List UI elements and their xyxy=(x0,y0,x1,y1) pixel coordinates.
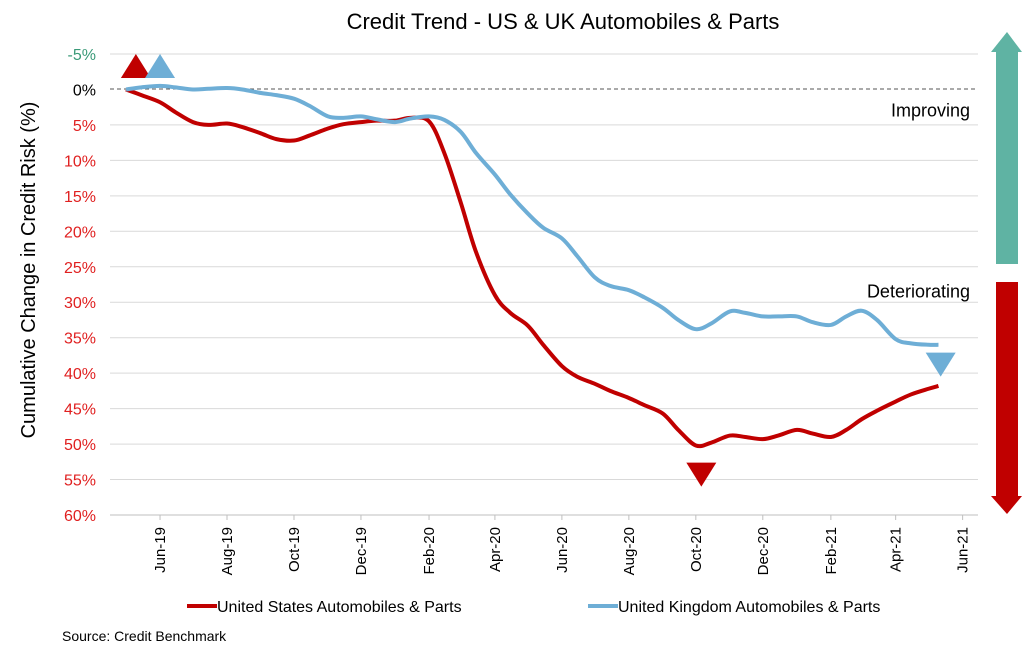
x-axis: Jun-19 Aug-19 Oct-19 Dec-19 Feb-20 Apr-20 Jun-… xyxy=(110,514,978,575)
improving-arrow-head xyxy=(991,32,1022,52)
y-axis-label: Cumulative Change in Credit Risk (%) xyxy=(18,102,40,439)
chart-title: Credit Trend - US & UK Automobiles & Par… xyxy=(347,9,780,34)
x-tick-label: Oct-19 xyxy=(286,527,303,572)
annotations: Improving Deteriorating xyxy=(867,101,970,302)
uk-start-marker xyxy=(145,54,176,79)
improving-label: Improving xyxy=(891,101,970,121)
us-start-marker xyxy=(120,54,151,79)
us-legend-label: United States Automobiles & Parts xyxy=(217,599,462,616)
deteriorating-arrow-shaft xyxy=(996,282,1018,498)
source-note: Source: Credit Benchmark xyxy=(62,628,227,644)
trend-markers xyxy=(120,54,956,487)
uk-end-marker xyxy=(925,352,956,377)
grid-lines xyxy=(110,53,978,516)
x-tick-label: Oct-20 xyxy=(688,527,705,572)
y-tick-label: 20% xyxy=(64,224,96,241)
deteriorating-arrow-head xyxy=(991,496,1022,514)
y-tick-label: 50% xyxy=(64,437,96,454)
x-tick-label: Apr-20 xyxy=(487,527,504,572)
y-tick-label: 30% xyxy=(64,295,96,312)
x-tick-label: Feb-21 xyxy=(823,527,840,575)
uk-legend-label: United Kingdom Automobiles & Parts xyxy=(618,599,880,616)
x-tick-label: Jun-20 xyxy=(554,527,571,573)
x-tick-label: Dec-19 xyxy=(353,527,370,575)
x-tick-label: Dec-20 xyxy=(755,527,772,575)
y-tick-label: 55% xyxy=(64,473,96,490)
side-arrows xyxy=(991,32,1022,514)
series-lines xyxy=(125,83,940,449)
y-tick-label: 35% xyxy=(64,331,96,348)
deteriorating-label: Deteriorating xyxy=(867,282,970,302)
x-tick-label: Jun-19 xyxy=(152,527,169,573)
improving-arrow-shaft xyxy=(996,50,1018,264)
y-tick-label: 0% xyxy=(73,82,96,99)
y-tick-label: -5% xyxy=(68,47,96,64)
y-tick-label: 60% xyxy=(64,508,96,525)
y-tick-label: 25% xyxy=(64,260,96,277)
x-tick-label: Jun-21 xyxy=(955,527,972,573)
legend: United States Automobiles & Parts United … xyxy=(187,599,880,616)
y-tick-label: 45% xyxy=(64,402,96,419)
y-axis-ticks: -5% 0% 5% 10% 15% 20% 25% 30% 35% 40% 45% 50% 55% 60% xyxy=(64,47,96,525)
x-tick-label: Aug-20 xyxy=(621,527,638,575)
y-tick-label: 10% xyxy=(64,153,96,170)
x-tick-label: Aug-19 xyxy=(219,527,236,575)
x-tick-label: Apr-21 xyxy=(888,527,905,572)
y-tick-label: 5% xyxy=(73,118,96,135)
y-tick-label: 15% xyxy=(64,189,96,206)
x-tick-label: Feb-20 xyxy=(421,527,438,575)
us-series-line xyxy=(125,87,940,449)
uk-series-line xyxy=(125,83,939,347)
us-end-marker xyxy=(686,462,717,487)
y-tick-label: 40% xyxy=(64,366,96,383)
